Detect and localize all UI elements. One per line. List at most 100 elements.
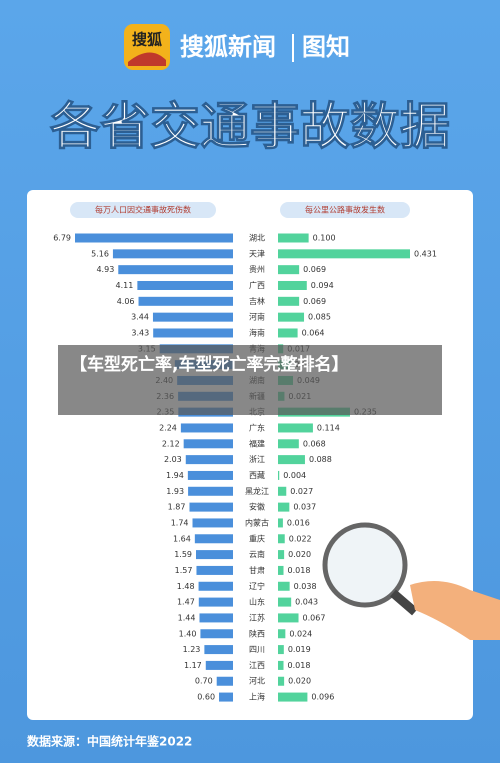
bar bbox=[278, 249, 410, 259]
value-label: 1.47 bbox=[177, 598, 195, 607]
bar bbox=[278, 280, 307, 290]
bar bbox=[200, 629, 233, 639]
value-label: 0.018 bbox=[288, 661, 311, 670]
value-label: 3.43 bbox=[131, 328, 149, 337]
bar bbox=[278, 550, 285, 560]
bar bbox=[278, 455, 305, 465]
category-label: 山东 bbox=[249, 597, 265, 607]
bar bbox=[278, 265, 300, 275]
category-label: 陕西 bbox=[249, 628, 265, 638]
value-label: 0.431 bbox=[414, 249, 437, 258]
value-label: 1.17 bbox=[184, 661, 202, 670]
value-label: 0.085 bbox=[308, 313, 331, 322]
bar bbox=[278, 486, 287, 496]
category-label: 辽宁 bbox=[249, 581, 265, 591]
value-label: 0.064 bbox=[302, 328, 325, 337]
value-label: 0.60 bbox=[197, 693, 215, 702]
bar bbox=[278, 660, 284, 670]
value-label: 3.44 bbox=[131, 313, 149, 322]
bar bbox=[198, 597, 233, 607]
category-label: 浙江 bbox=[249, 454, 265, 464]
overlay-caption: 【车型死亡率,车型死亡率完整排名】 bbox=[58, 345, 442, 415]
value-label: 0.100 bbox=[313, 234, 336, 243]
bar bbox=[196, 550, 233, 560]
value-label: 0.019 bbox=[288, 645, 311, 654]
bar bbox=[216, 676, 233, 686]
value-label: 0.043 bbox=[295, 598, 318, 607]
bar bbox=[205, 660, 233, 670]
value-label: 4.11 bbox=[116, 281, 134, 290]
bar bbox=[192, 518, 233, 528]
bar bbox=[188, 486, 233, 496]
value-label: 1.44 bbox=[178, 613, 196, 622]
bar bbox=[138, 296, 233, 306]
source: 数据来源：中国统计年鉴2022 bbox=[27, 734, 192, 749]
category-label: 四川 bbox=[249, 645, 265, 654]
value-label: 0.088 bbox=[309, 455, 332, 464]
bar bbox=[278, 581, 290, 591]
bar bbox=[196, 565, 233, 575]
category-label: 江西 bbox=[249, 661, 265, 670]
bar bbox=[278, 296, 300, 306]
bar bbox=[278, 439, 299, 449]
value-label: 1.59 bbox=[174, 550, 192, 559]
magnifier bbox=[322, 522, 408, 608]
value-label: 0.016 bbox=[287, 518, 310, 527]
value-label: 0.038 bbox=[294, 582, 317, 591]
bar bbox=[118, 265, 233, 275]
bar bbox=[219, 692, 233, 702]
bar bbox=[137, 280, 233, 290]
section: 图知 bbox=[302, 33, 350, 61]
value-label: 1.40 bbox=[179, 629, 197, 638]
bar bbox=[278, 518, 283, 528]
category-label: 海南 bbox=[249, 327, 265, 337]
category-label: 广西 bbox=[249, 280, 265, 290]
value-label: 1.87 bbox=[168, 503, 186, 512]
category-label: 吉林 bbox=[249, 296, 265, 306]
category-label: 江苏 bbox=[249, 612, 265, 622]
category-label: 重庆 bbox=[249, 533, 265, 543]
category-label: 云南 bbox=[249, 549, 265, 559]
category-label: 安徽 bbox=[249, 502, 265, 512]
value-label: 0.068 bbox=[303, 439, 326, 448]
category-label: 河南 bbox=[249, 312, 265, 322]
value-label: 0.004 bbox=[283, 471, 306, 480]
value-label: 0.094 bbox=[311, 281, 334, 290]
category-label: 黑龙江 bbox=[245, 486, 269, 496]
bar bbox=[278, 470, 280, 480]
bar bbox=[278, 423, 313, 433]
bar bbox=[278, 692, 308, 702]
legend-pill bbox=[70, 202, 216, 218]
logo-text: 搜狐 bbox=[132, 31, 162, 49]
legend-label: 每公里公路事故发生数 bbox=[305, 205, 385, 215]
brand: 搜狐新闻 bbox=[180, 33, 276, 61]
bar bbox=[278, 233, 309, 243]
value-label: 0.018 bbox=[288, 566, 311, 575]
value-label: 4.93 bbox=[96, 265, 114, 274]
bar bbox=[194, 534, 233, 544]
logo-shape bbox=[128, 52, 166, 66]
value-label: 1.57 bbox=[175, 566, 193, 575]
bar bbox=[278, 676, 285, 686]
value-label: 0.069 bbox=[303, 265, 326, 274]
category-label: 河北 bbox=[249, 676, 265, 686]
bar bbox=[198, 581, 233, 591]
category-label: 贵州 bbox=[249, 264, 265, 274]
magnifier-handle bbox=[390, 589, 418, 616]
value-label: 0.024 bbox=[289, 629, 312, 638]
bar bbox=[183, 439, 233, 449]
value-label: 0.020 bbox=[288, 677, 311, 686]
value-label: 1.23 bbox=[183, 645, 201, 654]
value-label: 5.16 bbox=[91, 249, 109, 258]
bar bbox=[278, 565, 284, 575]
bar bbox=[278, 328, 298, 338]
bar bbox=[185, 455, 233, 465]
chart-title: 各省交通事故数据 bbox=[50, 98, 450, 156]
value-label: 6.79 bbox=[53, 234, 71, 243]
value-label: 0.069 bbox=[303, 297, 326, 306]
bar bbox=[180, 423, 233, 433]
value-label: 2.03 bbox=[164, 455, 182, 464]
bar bbox=[189, 502, 233, 512]
value-label: 2.12 bbox=[162, 439, 180, 448]
